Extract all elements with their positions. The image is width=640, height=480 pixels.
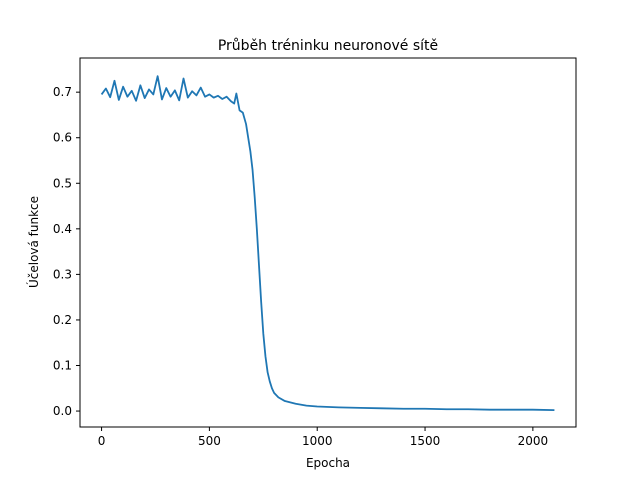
y-tick-label: 0.7 bbox=[53, 85, 72, 99]
plot-frame bbox=[79, 57, 577, 428]
y-tick-label: 0.0 bbox=[53, 404, 72, 418]
series-line-0 bbox=[100, 75, 555, 412]
x-tick-label: 0 bbox=[98, 434, 106, 448]
x-tick-label: 500 bbox=[198, 434, 221, 448]
x-axis: 0 500 1000 1500 2000 bbox=[98, 427, 548, 448]
y-tick-label: 0.5 bbox=[53, 176, 72, 190]
x-tick-label: 1000 bbox=[302, 434, 333, 448]
x-tick-label: 1500 bbox=[410, 434, 441, 448]
y-tick-label: 0.2 bbox=[53, 313, 72, 327]
y-tick-label: 0.3 bbox=[53, 267, 72, 281]
x-tick-label: 2000 bbox=[518, 434, 549, 448]
y-tick-label: 0.4 bbox=[53, 222, 72, 236]
y-tick-label: 0.6 bbox=[53, 131, 72, 145]
chart-title: Průběh tréninku neuronové sítě bbox=[218, 38, 438, 54]
y-axis: 0.0 0.1 0.2 0.3 0.4 0.5 0.6 0.7 bbox=[53, 85, 80, 418]
y-axis-label: Účelová funkce bbox=[26, 196, 41, 288]
plot-area bbox=[100, 75, 555, 412]
x-axis-label: Epocha bbox=[306, 456, 350, 470]
y-tick-label: 0.1 bbox=[53, 359, 72, 373]
